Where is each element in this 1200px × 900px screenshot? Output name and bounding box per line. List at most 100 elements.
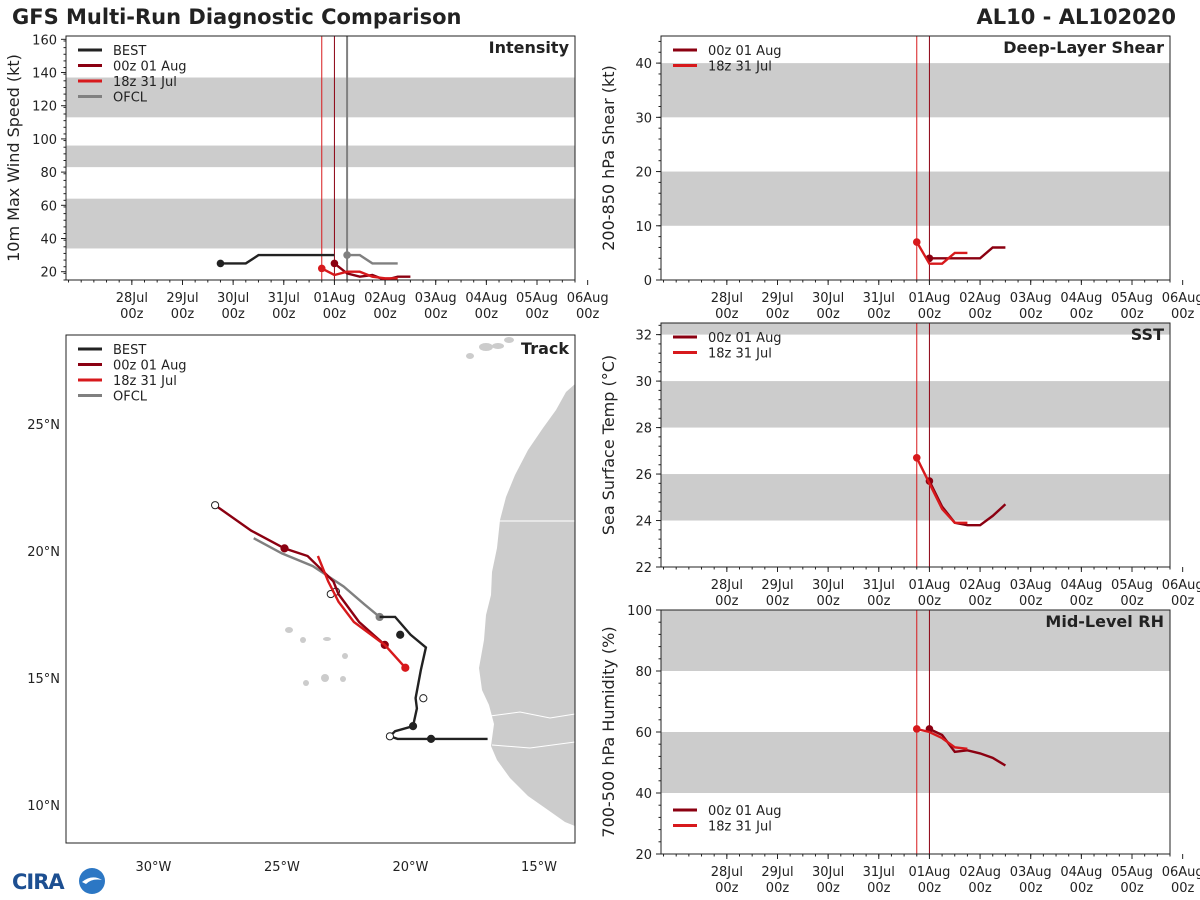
x-tick-label: 03Aug xyxy=(415,291,457,306)
track-point xyxy=(419,694,428,703)
shaded-band xyxy=(661,63,1170,118)
x-tick-label: 04Aug xyxy=(1060,865,1102,880)
x-tick-label: 00z xyxy=(715,881,739,896)
storm-id: AL10 - AL102020 xyxy=(976,5,1177,29)
shaded-band xyxy=(661,381,1170,428)
x-tick-label: 03Aug xyxy=(1010,865,1052,880)
track-point xyxy=(385,732,395,741)
x-tick-label: 00z xyxy=(918,307,942,322)
panel-sst: 22242628303228Jul00z29Jul00z30Jul00z31Ju… xyxy=(599,322,1200,609)
shaded-band xyxy=(661,171,1170,226)
y-tick-label: 40 xyxy=(635,57,652,72)
x-tick-label: 00z xyxy=(968,307,992,322)
axes-frame xyxy=(65,35,576,281)
axes-frame xyxy=(660,35,1171,281)
x-tick-label: 28Jul xyxy=(116,291,148,306)
y-tick-label: 140 xyxy=(32,67,57,82)
panel-title: Intensity xyxy=(489,38,570,57)
island xyxy=(492,343,504,349)
x-tick-label: 00z xyxy=(221,307,245,322)
island xyxy=(323,637,331,641)
x-tick-label: 00z xyxy=(918,881,942,896)
x-tick-label: 00z xyxy=(1019,307,1043,322)
x-tick-label: 00z xyxy=(968,594,992,609)
x-tick-label: 31Jul xyxy=(863,865,895,880)
x-tick-label: 29Jul xyxy=(166,291,198,306)
x-tick-label: 05Aug xyxy=(516,291,558,306)
x-tick-label: 30Jul xyxy=(812,578,844,593)
series-start-point xyxy=(330,259,339,268)
y-tick-label: 100 xyxy=(32,133,57,148)
y-axis-label: Sea Surface Temp (°C) xyxy=(599,355,618,535)
panel-shear: 01020304028Jul00z29Jul00z30Jul00z31Jul00… xyxy=(599,35,1200,322)
logo-swirl-icon xyxy=(82,877,102,884)
series-line-best xyxy=(220,253,335,265)
island xyxy=(340,676,346,682)
x-tick-label: 30Jul xyxy=(217,291,249,306)
y-tick-label: 30 xyxy=(635,111,652,126)
x-tick-label: 00z xyxy=(272,307,296,322)
x-tick-label: 25°W xyxy=(264,860,300,875)
x-tick-label: 00z xyxy=(766,881,790,896)
y-tick-label: 80 xyxy=(40,166,57,181)
legend-label: 00z 01 Aug xyxy=(708,331,782,346)
x-tick-label: 06Aug xyxy=(567,291,609,306)
x-tick-label: 04Aug xyxy=(1060,578,1102,593)
x-tick-label: 00z xyxy=(766,594,790,609)
legend-label: 18z 31 Jul xyxy=(113,374,177,389)
x-tick-label: 00z xyxy=(171,307,195,322)
series-line-run1 xyxy=(928,727,1007,767)
y-axis-label: 10m Max Wind Speed (kt) xyxy=(4,54,23,262)
series-line-ofcl xyxy=(347,253,398,265)
y-tick-label: 32 xyxy=(635,329,652,344)
x-tick-label: 05Aug xyxy=(1111,865,1153,880)
axes-frame xyxy=(65,334,576,844)
x-tick-label: 00z xyxy=(918,594,942,609)
legend-label: BEST xyxy=(113,343,146,358)
x-tick-label: 05Aug xyxy=(1111,578,1153,593)
y-tick-label: 120 xyxy=(32,100,57,115)
x-tick-label: 00z xyxy=(867,307,891,322)
x-tick-label: 02Aug xyxy=(959,291,1001,306)
shaded-band xyxy=(661,323,1170,335)
logo-globe-icon xyxy=(79,868,105,894)
y-tick-label: 40 xyxy=(635,787,652,802)
y-tick-label: 0 xyxy=(644,274,652,289)
island xyxy=(466,353,474,359)
track-point xyxy=(408,722,418,731)
x-tick-label: 01Aug xyxy=(908,291,950,306)
x-tick-label: 01Aug xyxy=(908,578,950,593)
island xyxy=(479,343,493,351)
x-tick-label: 00z xyxy=(475,307,499,322)
x-tick-label: 04Aug xyxy=(465,291,507,306)
x-tick-label: 00z xyxy=(1171,307,1195,322)
x-tick-label: 30Jul xyxy=(812,865,844,880)
y-tick-label: 20 xyxy=(635,848,652,863)
x-tick-label: 00z xyxy=(1070,307,1094,322)
border-line xyxy=(489,711,575,749)
x-tick-label: 02Aug xyxy=(959,578,1001,593)
x-tick-label: 00z xyxy=(1171,594,1195,609)
panel-rh: 2040608010028Jul00z29Jul00z30Jul00z31Jul… xyxy=(599,604,1200,896)
x-tick-label: 29Jul xyxy=(761,578,793,593)
x-tick-label: 00z xyxy=(816,881,840,896)
y-tick-label: 60 xyxy=(40,199,57,214)
legend-label: 18z 31 Jul xyxy=(708,347,772,362)
y-tick-label: 10 xyxy=(635,220,652,235)
track-line-best xyxy=(379,615,488,741)
x-tick-label: 00z xyxy=(424,307,448,322)
x-tick-label: 31Jul xyxy=(268,291,300,306)
series-start-point xyxy=(216,259,225,268)
track-line-run1 xyxy=(214,504,386,646)
y-tick-label: 100 xyxy=(627,604,652,619)
series-start-point xyxy=(912,725,921,733)
x-tick-label: 00z xyxy=(576,307,600,322)
x-tick-label: 00z xyxy=(867,881,891,896)
panel-intensity: 2040608010012014016028Jul00z29Jul00z30Ju… xyxy=(4,33,609,322)
y-tick-label: 25°N xyxy=(27,418,60,433)
x-tick-label: 28Jul xyxy=(711,865,743,880)
legend-label: 00z 01 Aug xyxy=(113,60,187,75)
x-tick-label: 03Aug xyxy=(1010,578,1052,593)
x-tick-label: 00z xyxy=(715,594,739,609)
